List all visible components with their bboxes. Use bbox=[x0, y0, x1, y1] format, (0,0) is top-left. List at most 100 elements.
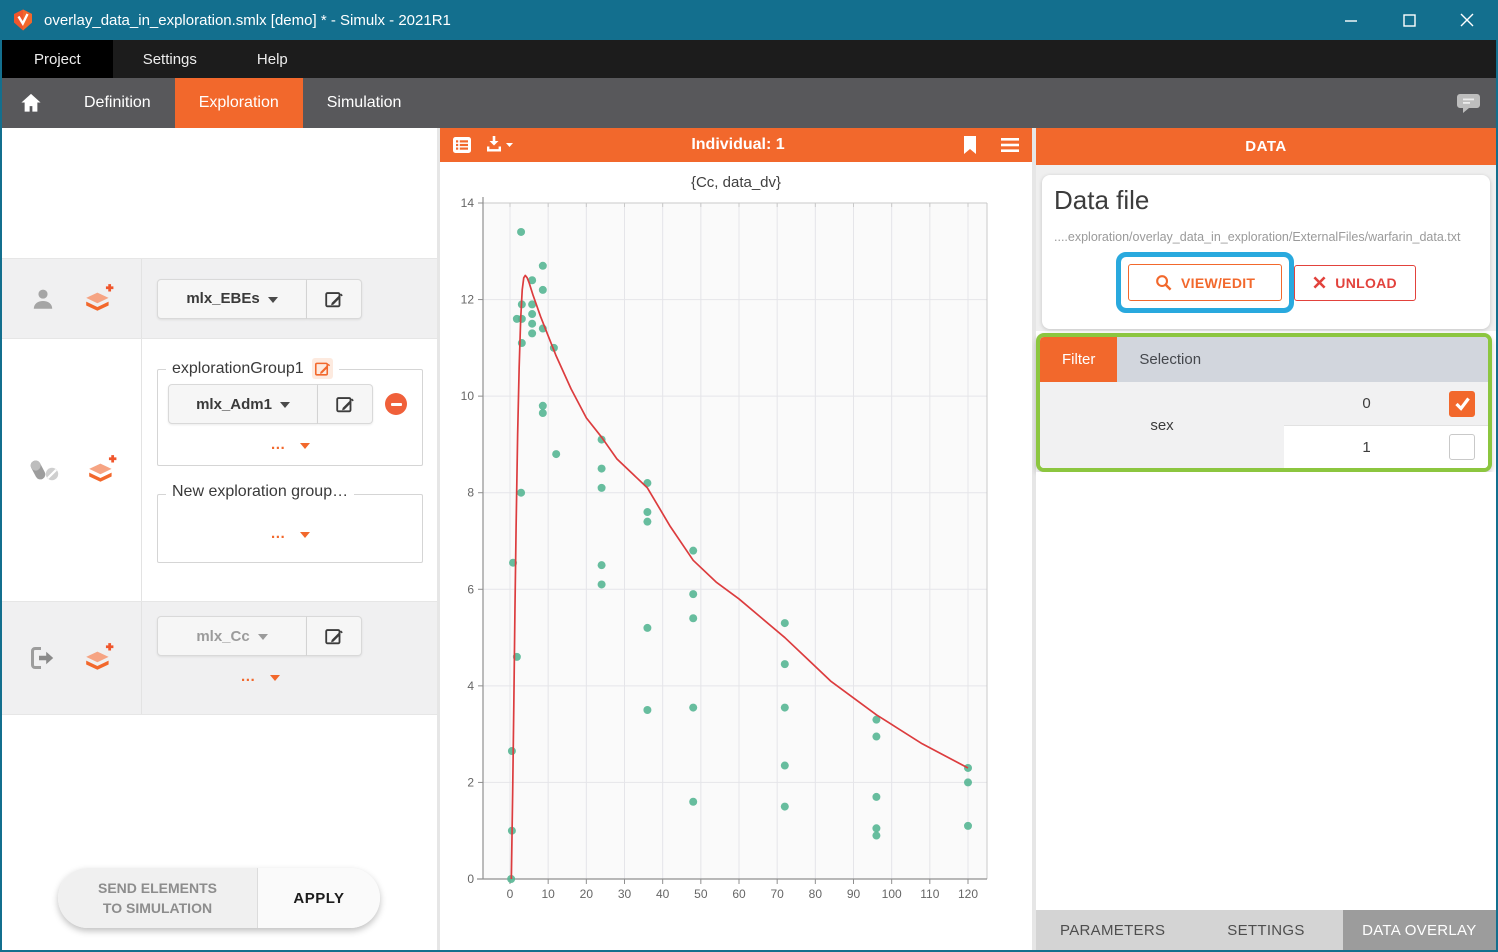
mlx-cc-dropdown[interactable]: mlx_Cc bbox=[157, 616, 307, 656]
check-icon bbox=[1454, 397, 1470, 411]
edit-icon bbox=[336, 397, 354, 413]
new-group-more-dropdown[interactable]: … bbox=[168, 509, 412, 560]
group-more-dropdown[interactable]: … bbox=[168, 424, 412, 459]
covariate-value: 1 bbox=[1362, 438, 1371, 456]
output-icon bbox=[31, 647, 54, 669]
svg-text:6: 6 bbox=[467, 582, 474, 596]
data-file-path: ....exploration/overlay_data_in_explorat… bbox=[1054, 230, 1461, 244]
remove-element-icon[interactable] bbox=[385, 393, 407, 415]
data-panel-header: DATA bbox=[1036, 128, 1496, 165]
title-bar: overlay_data_in_exploration.smlx [demo] … bbox=[2, 0, 1496, 40]
add-output-icon[interactable] bbox=[84, 642, 114, 674]
menu-bar: Project Settings Help bbox=[2, 40, 1496, 78]
chevron-down-icon bbox=[257, 634, 268, 640]
edit-adm1-button[interactable] bbox=[318, 384, 373, 424]
minimize-button[interactable] bbox=[1322, 0, 1380, 40]
apply-button[interactable]: APPLY bbox=[258, 868, 380, 928]
close-button[interactable] bbox=[1438, 0, 1496, 40]
output-element-row: mlx_Cc … bbox=[2, 601, 437, 715]
home-icon bbox=[21, 93, 41, 112]
chevron-down-icon bbox=[267, 296, 278, 303]
view-edit-highlight-box: VIEW/EDIT bbox=[1116, 252, 1295, 313]
edit-cc-button[interactable] bbox=[307, 616, 362, 656]
svg-text:30: 30 bbox=[618, 887, 632, 901]
plot-menu-icon[interactable] bbox=[1000, 137, 1020, 153]
tab-selection[interactable]: Selection bbox=[1139, 351, 1202, 368]
svg-text:20: 20 bbox=[580, 887, 594, 901]
exploration-group-box: explorationGroup1 mlx_Adm1 bbox=[157, 358, 423, 466]
svg-text:120: 120 bbox=[958, 887, 978, 901]
menu-settings[interactable]: Settings bbox=[142, 50, 197, 68]
tab-definition[interactable]: Definition bbox=[84, 94, 151, 111]
export-plot-icon[interactable] bbox=[484, 135, 514, 155]
tab-filter[interactable]: Filter bbox=[1040, 337, 1118, 382]
action-buttons: SEND ELEMENTS TO SIMULATION APPLY bbox=[58, 868, 380, 928]
mlx-cc-label: mlx_Cc bbox=[196, 627, 250, 645]
chart-header: Individual: 1 bbox=[440, 128, 1032, 162]
svg-text:90: 90 bbox=[847, 887, 861, 901]
svg-text:8: 8 bbox=[467, 486, 474, 500]
menu-help[interactable]: Help bbox=[256, 50, 288, 68]
add-element-icon[interactable] bbox=[84, 283, 114, 315]
svg-text:10: 10 bbox=[541, 887, 555, 901]
filter-tab-bar: Filter Selection bbox=[1040, 337, 1488, 382]
menu-project[interactable]: Project bbox=[2, 40, 113, 78]
main-content: mlx_EBEs bbox=[2, 128, 1496, 950]
add-group-icon[interactable] bbox=[87, 454, 117, 486]
covariate-value: 0 bbox=[1362, 395, 1371, 412]
svg-text:50: 50 bbox=[694, 887, 708, 901]
rename-group-icon[interactable] bbox=[311, 358, 333, 379]
new-group-title: New exploration group… bbox=[172, 483, 349, 500]
filter-value-row: 1 bbox=[1284, 425, 1488, 468]
window-title: overlay_data_in_exploration.smlx [demo] … bbox=[44, 11, 451, 29]
output-more-dropdown[interactable]: … bbox=[157, 656, 363, 691]
view-edit-button[interactable]: VIEW/EDIT bbox=[1128, 264, 1283, 301]
svg-text:2: 2 bbox=[467, 775, 474, 789]
svg-text:70: 70 bbox=[770, 887, 784, 901]
svg-text:14: 14 bbox=[461, 196, 475, 210]
checkbox-sex-0[interactable] bbox=[1449, 390, 1475, 417]
mlx-adm1-dropdown[interactable]: mlx_Adm1 bbox=[168, 384, 318, 424]
edit-ebes-button[interactable] bbox=[307, 278, 362, 319]
tab-data-overlay[interactable]: DATA OVERLAY bbox=[1342, 910, 1496, 950]
svg-text:12: 12 bbox=[461, 293, 475, 307]
home-button[interactable] bbox=[2, 78, 60, 128]
chevron-down-icon bbox=[269, 675, 280, 681]
checkbox-sex-1[interactable] bbox=[1449, 434, 1475, 460]
svg-text:40: 40 bbox=[656, 887, 670, 901]
tab-settings[interactable]: SETTINGS bbox=[1227, 921, 1305, 939]
new-exploration-group-box: New exploration group… … bbox=[157, 483, 423, 563]
send-elements-button[interactable]: SEND ELEMENTS TO SIMULATION bbox=[58, 868, 258, 928]
chevron-down-icon bbox=[299, 443, 310, 449]
chart-card: {Cc, data_dv} 0 10 20 30 40 50 60 70 80 90 100 110 1… bbox=[440, 162, 1032, 950]
chart-panel: Individual: 1 {Cc, data_dv} bbox=[440, 128, 1032, 950]
treatment-element-row: explorationGroup1 mlx_Adm1 bbox=[2, 339, 437, 601]
mlx-ebes-dropdown[interactable]: mlx_EBEs bbox=[157, 278, 307, 319]
filter-value-row: 0 bbox=[1284, 382, 1488, 425]
data-file-card: Data file ....exploration/overlay_data_i… bbox=[1042, 175, 1490, 329]
plot-list-icon[interactable] bbox=[452, 135, 472, 155]
exploration-elements-panel: mlx_EBEs bbox=[2, 128, 437, 950]
svg-text:10: 10 bbox=[461, 389, 475, 403]
maximize-button[interactable] bbox=[1380, 0, 1438, 40]
chevron-down-icon bbox=[299, 532, 310, 538]
scatter-plot[interactable]: 0 10 20 30 40 50 60 70 80 90 100 110 120 0 2 4 6 8 10 12 14 bbox=[440, 162, 1032, 950]
chart-title: Individual: 1 bbox=[691, 136, 785, 153]
svg-text:110: 110 bbox=[920, 887, 939, 901]
feedback-bubble-icon[interactable] bbox=[1456, 92, 1482, 114]
simulx-logo-icon bbox=[14, 9, 32, 31]
svg-text:60: 60 bbox=[732, 887, 746, 901]
individual-icon bbox=[33, 289, 52, 309]
tab-parameters[interactable]: PARAMETERS bbox=[1060, 921, 1166, 939]
bookmark-icon[interactable] bbox=[962, 135, 978, 155]
unload-button[interactable]: UNLOAD bbox=[1294, 264, 1416, 301]
right-panel-tab-bar: PARAMETERS SETTINGS DATA OVERLAY bbox=[1036, 910, 1496, 950]
chevron-down-icon bbox=[279, 402, 290, 408]
tab-exploration[interactable]: Exploration bbox=[174, 78, 303, 128]
tab-simulation[interactable]: Simulation bbox=[326, 94, 402, 111]
plot-title: {Cc, data_dv} bbox=[690, 174, 782, 191]
search-icon bbox=[1156, 275, 1172, 291]
covariate-name: sex bbox=[1040, 382, 1284, 468]
edit-icon bbox=[325, 629, 343, 645]
exploration-group-title: explorationGroup1 bbox=[172, 359, 304, 377]
